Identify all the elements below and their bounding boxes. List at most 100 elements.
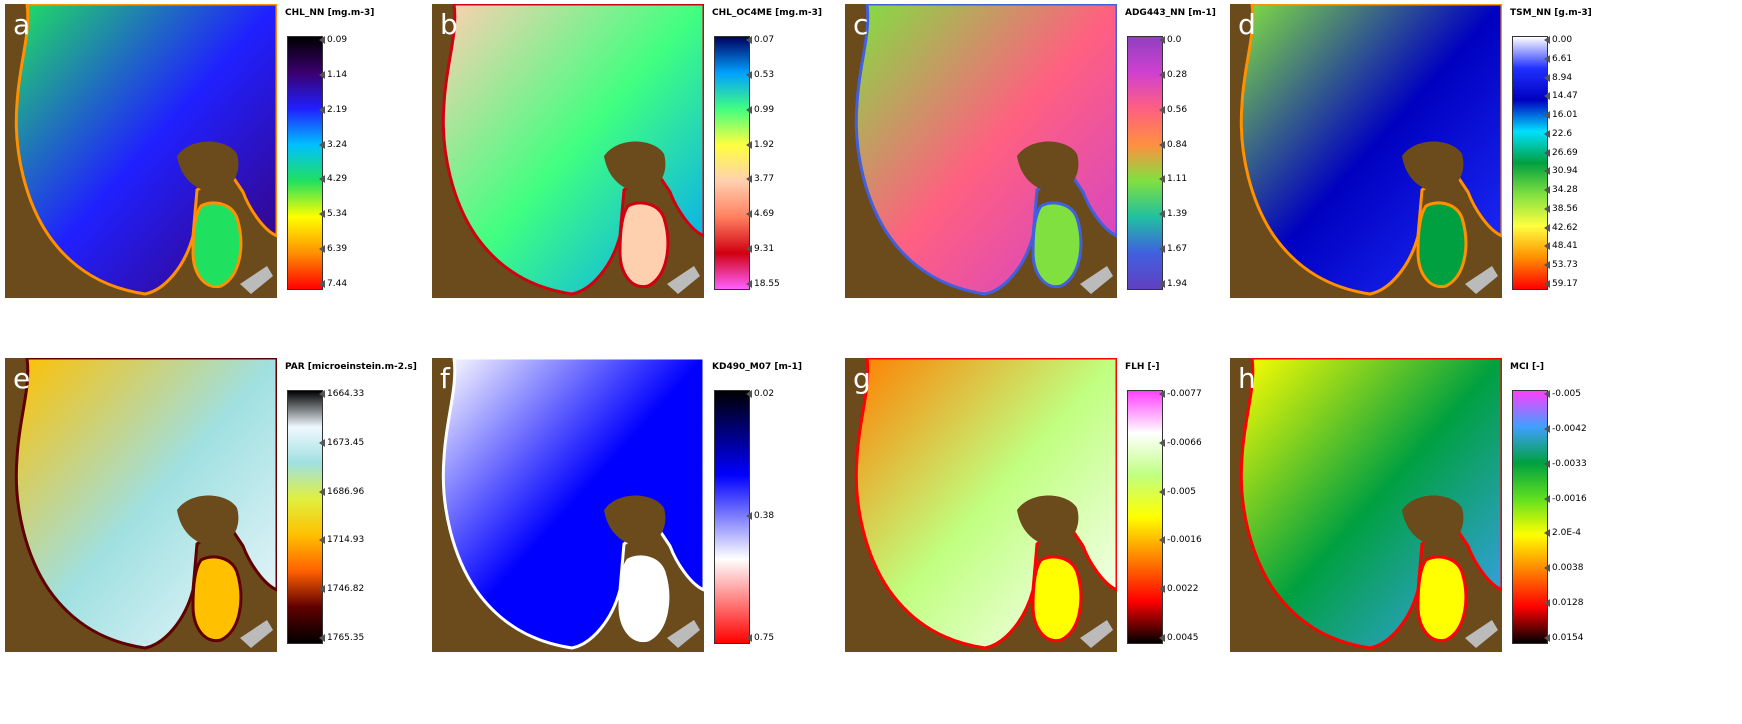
colorbar-tick-label: -0.0066 [1167, 438, 1202, 448]
colorbar-tick-label: 0.38 [754, 511, 774, 521]
colorbar-tick-label: 2.0E-4 [1552, 528, 1581, 538]
colorbar-tick-label: 0.00 [1552, 35, 1572, 45]
colorbar-tick-label: 53.73 [1552, 260, 1578, 270]
colorbar-tick-label: 0.84 [1167, 140, 1187, 150]
map [5, 358, 277, 652]
colorbar [287, 390, 323, 644]
colorbar-tick-label: 59.17 [1552, 279, 1578, 289]
colorbar-tick-label: -0.0016 [1167, 535, 1202, 545]
map [432, 358, 704, 652]
colorbar-tick-label: -0.0016 [1552, 494, 1587, 504]
colorbar-tick-label: 3.77 [754, 174, 774, 184]
colorbar-tick-label: 1.11 [1167, 174, 1187, 184]
colorbar-tick-label: 0.0154 [1552, 633, 1584, 643]
colorbar-tick-label: 48.41 [1552, 241, 1578, 251]
colorbar-tick-label: 1.92 [754, 140, 774, 150]
colorbar-tick-label: 0.09 [327, 35, 347, 45]
colorbar-tick-label: 3.24 [327, 140, 347, 150]
colorbar-tick-label: 7.44 [327, 279, 347, 289]
colorbar-tick-label: -0.005 [1167, 487, 1196, 497]
map [845, 4, 1117, 298]
colorbar-tick-label: 9.31 [754, 244, 774, 254]
colorbar-tick-label: 1673.45 [327, 438, 364, 448]
map-panel: f KD490_M07 [m-1] 0.02 0.38 0.75 [432, 358, 852, 658]
colorbar-tick-label: 22.6 [1552, 129, 1572, 139]
colorbar-tick-label: 0.75 [754, 633, 774, 643]
colorbar-tick-label: 6.61 [1552, 54, 1572, 64]
map [5, 4, 277, 298]
colorbar-tick-label: 1714.93 [327, 535, 364, 545]
panel-letter: h [1238, 362, 1256, 395]
colorbar-tick-label: 8.94 [1552, 73, 1572, 83]
colorbar-tick-label: 0.56 [1167, 105, 1187, 115]
colorbar-tick-label: 30.94 [1552, 166, 1578, 176]
colorbar-tick-label: 0.28 [1167, 70, 1187, 80]
colorbar-tick-label: -0.0077 [1167, 389, 1202, 399]
colorbar-tick-label: 0.0038 [1552, 563, 1584, 573]
colorbar-tick-label: 6.39 [327, 244, 347, 254]
colorbar-tick-label: 42.62 [1552, 223, 1578, 233]
map-panel: b CHL_OC4ME [mg.m-3] 0.07 0.53 0.99 1.92 3.77 4… [432, 4, 852, 304]
colorbar-tick-label: 0.07 [754, 35, 774, 45]
colorbar-tick-label: 2.19 [327, 105, 347, 115]
colorbar-tick-label: 4.69 [754, 209, 774, 219]
panel-letter: e [13, 362, 30, 395]
colorbar-tick-label: 34.28 [1552, 185, 1578, 195]
colorbar-tick-label: 0.0128 [1552, 598, 1584, 608]
colorbar-tick-label: 1.39 [1167, 209, 1187, 219]
colorbar-tick-label: 0.0045 [1167, 633, 1199, 643]
colorbar-tick-label: 1.67 [1167, 244, 1187, 254]
bay [193, 203, 241, 287]
colorbar-tick-label: 1746.82 [327, 584, 364, 594]
colorbar-tick-label: 0.02 [754, 389, 774, 399]
map-panel: a CHL_NN [mg.m-3] 0.09 1.14 2.19 3.24 4.29 5.34… [5, 4, 425, 304]
colorbar-title: MCI [-] [1510, 362, 1544, 372]
colorbar-title: CHL_NN [mg.m-3] [285, 8, 374, 18]
colorbar-tick-label: 1.14 [327, 70, 347, 80]
colorbar-tick-label: 38.56 [1552, 204, 1578, 214]
panel-letter: a [13, 8, 30, 41]
panel-letter: f [440, 362, 450, 395]
bay [620, 557, 668, 641]
colorbar-title: TSM_NN [g.m-3] [1510, 8, 1592, 18]
colorbar-tick-label: 1686.96 [327, 487, 364, 497]
colorbar-tick-label: -0.005 [1552, 389, 1581, 399]
colorbar-tick-label: 0.0022 [1167, 584, 1199, 594]
panel-letter: b [440, 8, 458, 41]
colorbar-title: KD490_M07 [m-1] [712, 362, 802, 372]
colorbar-tick-label: 0.99 [754, 105, 774, 115]
colorbar-tick-label: 4.29 [327, 174, 347, 184]
colorbar-title: PAR [microeinstein.m-2.s] [285, 362, 417, 372]
bay [620, 203, 668, 287]
colorbar-tick-label: 1.94 [1167, 279, 1187, 289]
colorbar-tick-label: 26.69 [1552, 148, 1578, 158]
panel-letter: d [1238, 8, 1256, 41]
colorbar-title: ADG443_NN [m-1] [1125, 8, 1216, 18]
colorbar [1512, 390, 1548, 644]
colorbar [1512, 36, 1548, 290]
colorbar-title: FLH [-] [1125, 362, 1160, 372]
colorbar-tick-label: 0.53 [754, 70, 774, 80]
colorbar-tick-label: 1765.35 [327, 633, 364, 643]
bay [1418, 557, 1466, 641]
bay [1033, 557, 1081, 641]
map [1230, 4, 1502, 298]
colorbar [1127, 390, 1163, 644]
map [845, 358, 1117, 652]
colorbar-tick-label: 16.01 [1552, 110, 1578, 120]
bay [1033, 203, 1081, 287]
colorbar-tick-label: 5.34 [327, 209, 347, 219]
bay [1418, 203, 1466, 287]
colorbar [714, 36, 750, 290]
colorbar [714, 390, 750, 644]
colorbar [1127, 36, 1163, 290]
colorbar-tick-label: 18.55 [754, 279, 780, 289]
colorbar-title: CHL_OC4ME [mg.m-3] [712, 8, 822, 18]
panel-letter: c [853, 8, 868, 41]
colorbar-tick-label: -0.0042 [1552, 424, 1587, 434]
figure: a CHL_NN [mg.m-3] 0.09 1.14 2.19 3.24 4.29 5.34… [0, 0, 1742, 724]
colorbar-tick-label: 1664.33 [327, 389, 364, 399]
